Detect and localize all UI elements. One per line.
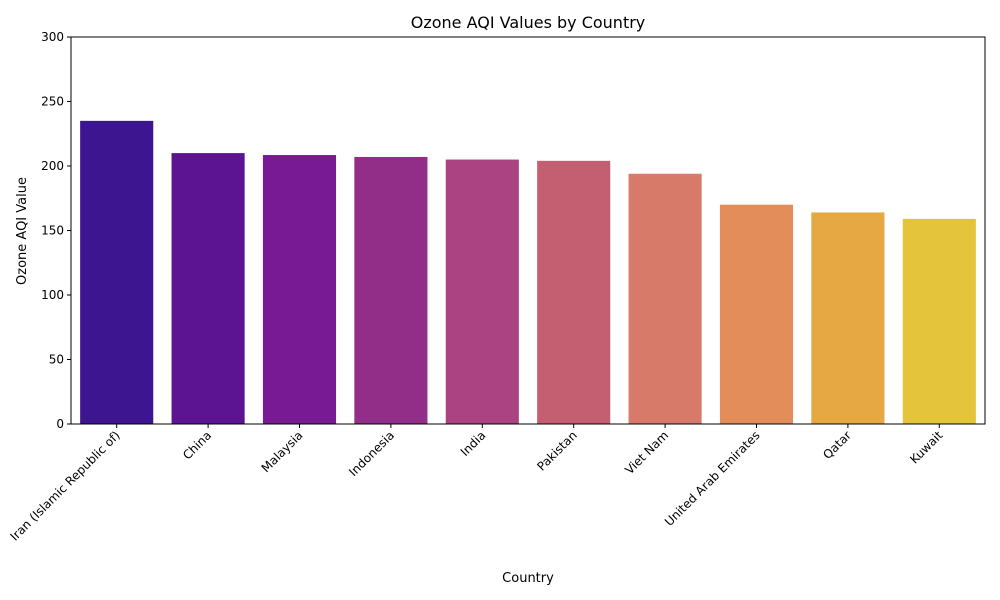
bar xyxy=(445,159,519,425)
x-tick-label: United Arab Emirates xyxy=(662,428,763,529)
y-tick-label: 150 xyxy=(41,224,64,238)
x-tick-label: India xyxy=(458,428,489,459)
y-tick-label: 0 xyxy=(56,417,64,431)
bar xyxy=(719,204,794,424)
bar xyxy=(537,160,611,424)
bars-group xyxy=(80,120,976,425)
x-tick-label: Viet Nam xyxy=(622,428,671,477)
y-tick-label: 250 xyxy=(41,95,64,109)
bar xyxy=(902,218,976,424)
x-tick-label: Qatar xyxy=(820,428,854,462)
y-tick-label: 100 xyxy=(41,288,64,302)
bar xyxy=(628,173,702,424)
x-tick-label: Pakistan xyxy=(534,428,579,473)
bar xyxy=(811,212,885,424)
y-axis-label: Ozone AQI Value xyxy=(15,177,30,285)
y-tick-label: 200 xyxy=(41,159,64,173)
y-axis: 0 50 100 150 200 250 300 xyxy=(41,30,71,431)
x-axis-label: Country xyxy=(502,571,554,586)
x-tick-label: Iran (Islamic Republic of) xyxy=(7,428,122,543)
bar xyxy=(262,155,337,424)
bar xyxy=(171,153,245,424)
y-tick-label: 300 xyxy=(41,30,64,44)
x-tick-label: Indonesia xyxy=(346,428,397,479)
bar xyxy=(354,156,428,424)
x-tick-label: China xyxy=(180,428,214,462)
x-tick-label: Kuwait xyxy=(907,428,945,466)
plot-frame xyxy=(70,36,986,425)
bar xyxy=(80,120,154,424)
x-axis: Iran (Islamic Republic of) China Malaysia I… xyxy=(7,424,946,544)
chart-title: Ozone AQI Values by Country xyxy=(411,13,646,32)
y-tick-label: 50 xyxy=(49,353,64,367)
x-tick-label: Malaysia xyxy=(259,428,306,475)
